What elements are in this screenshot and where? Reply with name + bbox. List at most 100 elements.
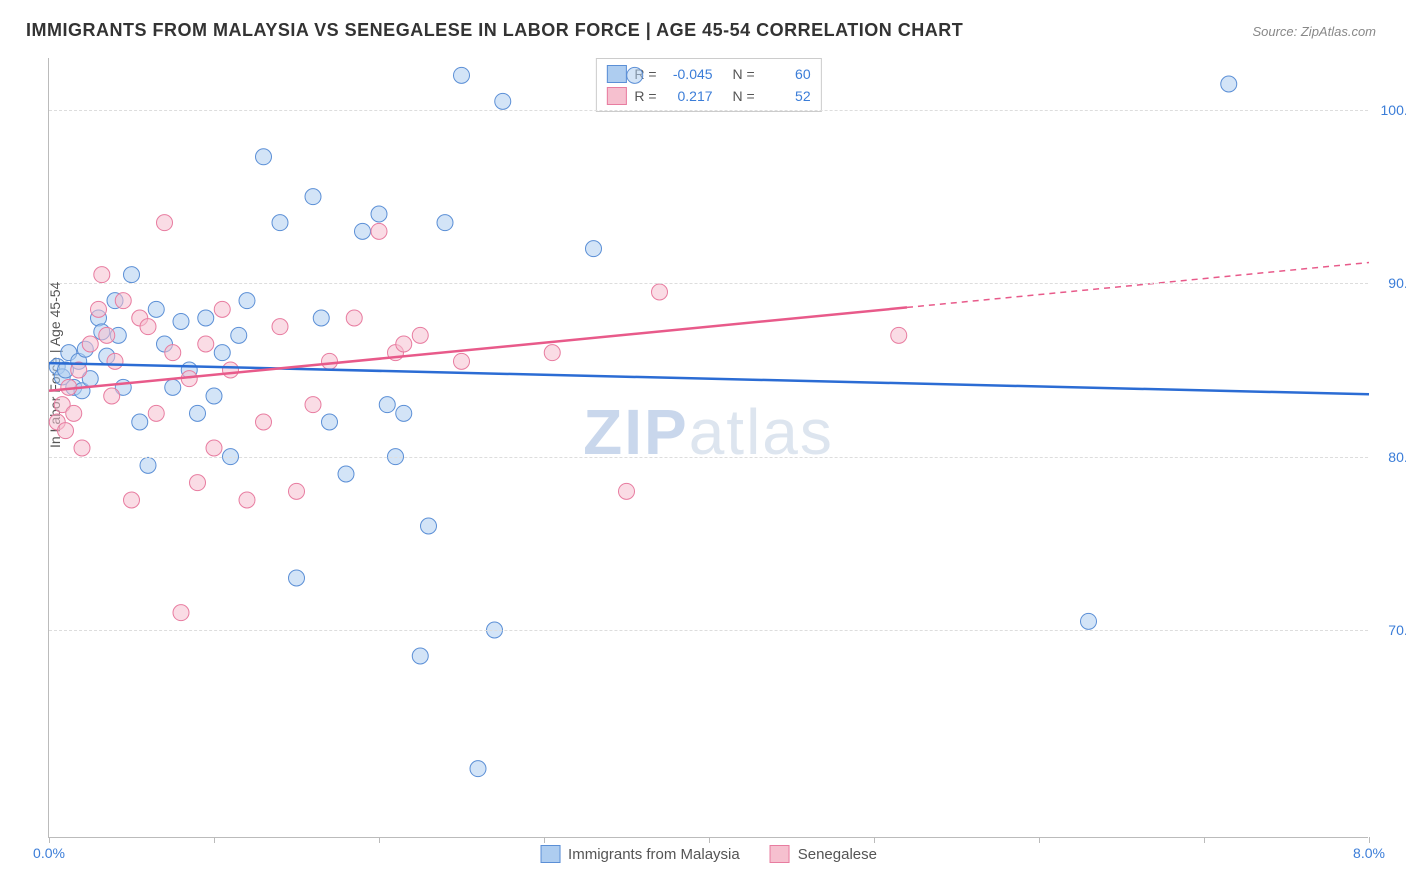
- xtick-label: 0.0%: [33, 845, 65, 861]
- data-point: [412, 648, 428, 664]
- data-point: [223, 362, 239, 378]
- data-point: [256, 149, 272, 165]
- data-point: [58, 423, 74, 439]
- data-point: [124, 267, 140, 283]
- trend-line-extrapolated: [907, 263, 1369, 308]
- legend-item-senegalese: Senegalese: [770, 845, 877, 863]
- data-point: [371, 223, 387, 239]
- data-point: [627, 67, 643, 83]
- data-point: [231, 327, 247, 343]
- data-point: [256, 414, 272, 430]
- data-point: [495, 93, 511, 109]
- data-point: [148, 301, 164, 317]
- data-point: [115, 293, 131, 309]
- source-attribution: Source: ZipAtlas.com: [1252, 24, 1376, 39]
- trend-line: [49, 363, 1369, 394]
- data-point: [107, 353, 123, 369]
- data-point: [891, 327, 907, 343]
- data-point: [470, 761, 486, 777]
- xtick: [709, 837, 710, 843]
- data-point: [454, 67, 470, 83]
- xtick: [544, 837, 545, 843]
- data-point: [379, 397, 395, 413]
- xtick: [1204, 837, 1205, 843]
- data-point: [454, 353, 470, 369]
- data-point: [421, 518, 437, 534]
- data-point: [94, 267, 110, 283]
- data-point: [289, 483, 305, 499]
- legend-label-senegalese: Senegalese: [798, 846, 877, 863]
- data-point: [214, 301, 230, 317]
- data-point: [165, 379, 181, 395]
- xtick: [1369, 837, 1370, 843]
- data-point: [396, 405, 412, 421]
- ytick-label: 70.0%: [1378, 622, 1406, 638]
- ytick-label: 100.0%: [1378, 102, 1406, 118]
- data-point: [190, 405, 206, 421]
- xtick: [214, 837, 215, 843]
- data-point: [272, 215, 288, 231]
- swatch-senegalese-bottom: [770, 845, 790, 863]
- data-point: [173, 605, 189, 621]
- plot-area: In Labor Force | Age 45-54 ZIPatlas R = …: [48, 58, 1368, 838]
- xtick-label: 8.0%: [1353, 845, 1385, 861]
- data-point: [313, 310, 329, 326]
- data-point: [305, 189, 321, 205]
- data-point: [346, 310, 362, 326]
- gridline-h: [49, 110, 1368, 111]
- xtick: [379, 837, 380, 843]
- data-point: [198, 336, 214, 352]
- ytick-label: 90.0%: [1378, 275, 1406, 291]
- chart-svg: [49, 58, 1368, 837]
- xtick: [49, 837, 50, 843]
- data-point: [322, 353, 338, 369]
- data-point: [1221, 76, 1237, 92]
- chart-title: IMMIGRANTS FROM MALAYSIA VS SENEGALESE I…: [26, 20, 963, 41]
- legend-label-malaysia: Immigrants from Malaysia: [568, 846, 740, 863]
- data-point: [1081, 613, 1097, 629]
- data-point: [157, 215, 173, 231]
- legend-item-malaysia: Immigrants from Malaysia: [540, 845, 740, 863]
- data-point: [104, 388, 120, 404]
- data-point: [272, 319, 288, 335]
- ytick-label: 80.0%: [1378, 449, 1406, 465]
- swatch-malaysia-bottom: [540, 845, 560, 863]
- data-point: [148, 405, 164, 421]
- data-point: [124, 492, 140, 508]
- xtick: [1039, 837, 1040, 843]
- data-point: [652, 284, 668, 300]
- data-point: [544, 345, 560, 361]
- data-point: [239, 492, 255, 508]
- data-point: [355, 223, 371, 239]
- data-point: [173, 313, 189, 329]
- xtick: [874, 837, 875, 843]
- data-point: [74, 440, 90, 456]
- data-point: [206, 388, 222, 404]
- data-point: [239, 293, 255, 309]
- data-point: [289, 570, 305, 586]
- gridline-h: [49, 630, 1368, 631]
- data-point: [91, 301, 107, 317]
- data-point: [619, 483, 635, 499]
- data-point: [190, 475, 206, 491]
- data-point: [132, 414, 148, 430]
- data-point: [82, 336, 98, 352]
- data-point: [165, 345, 181, 361]
- data-point: [305, 397, 321, 413]
- data-point: [140, 319, 156, 335]
- data-point: [412, 327, 428, 343]
- data-point: [586, 241, 602, 257]
- gridline-h: [49, 457, 1368, 458]
- data-point: [99, 327, 115, 343]
- data-point: [338, 466, 354, 482]
- data-point: [140, 457, 156, 473]
- data-point: [198, 310, 214, 326]
- data-point: [322, 414, 338, 430]
- gridline-h: [49, 283, 1368, 284]
- data-point: [214, 345, 230, 361]
- data-point: [396, 336, 412, 352]
- data-point: [437, 215, 453, 231]
- data-point: [206, 440, 222, 456]
- data-point: [66, 405, 82, 421]
- series-legend: Immigrants from Malaysia Senegalese: [540, 845, 877, 863]
